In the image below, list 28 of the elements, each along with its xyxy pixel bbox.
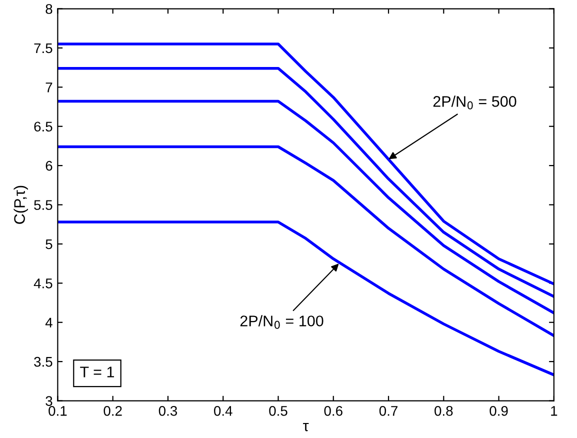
y-tick-label: 6.5	[34, 122, 52, 132]
x-tick-label: 0.8	[434, 406, 453, 416]
y-tick-label: 5.5	[34, 200, 52, 210]
x-tick-label: 0.4	[214, 406, 232, 416]
x-tick-label: 0.3	[158, 406, 178, 416]
y-tick-label: 7	[46, 82, 52, 92]
y-tick-label: 4.5	[34, 278, 52, 288]
y-axis-title: C(P,τ)	[14, 186, 28, 224]
x-tick-label: 0.1	[48, 406, 67, 416]
line-series	[58, 145, 554, 338]
x-tick-label: 0.9	[490, 406, 508, 416]
y-tick-label: 3	[46, 396, 52, 406]
y-tick-label: 5	[46, 239, 52, 250]
y-tick-label: 4	[45, 318, 52, 328]
y-tick-label: 3.5	[34, 356, 52, 367]
annotation: 2P/N$_{0}$ = 500	[433, 96, 516, 110]
annotation: 2P/N$_{0}$ = 100	[240, 315, 324, 329]
x-tick-label: 0.5	[269, 406, 288, 416]
x-tick-label: 0.7	[379, 406, 398, 416]
y-tick-label: 8	[46, 4, 52, 14]
x-tick-label: 0.2	[104, 406, 122, 416]
x-tick-label: 1	[551, 406, 558, 416]
annotation: T = 1	[80, 366, 114, 378]
x-tick-label: 0.6	[324, 406, 342, 416]
line-series	[58, 220, 554, 376]
y-tick-label: 7.5	[34, 43, 52, 54]
x-axis-title: τ	[303, 422, 309, 432]
y-tick-label: 6	[46, 160, 52, 171]
